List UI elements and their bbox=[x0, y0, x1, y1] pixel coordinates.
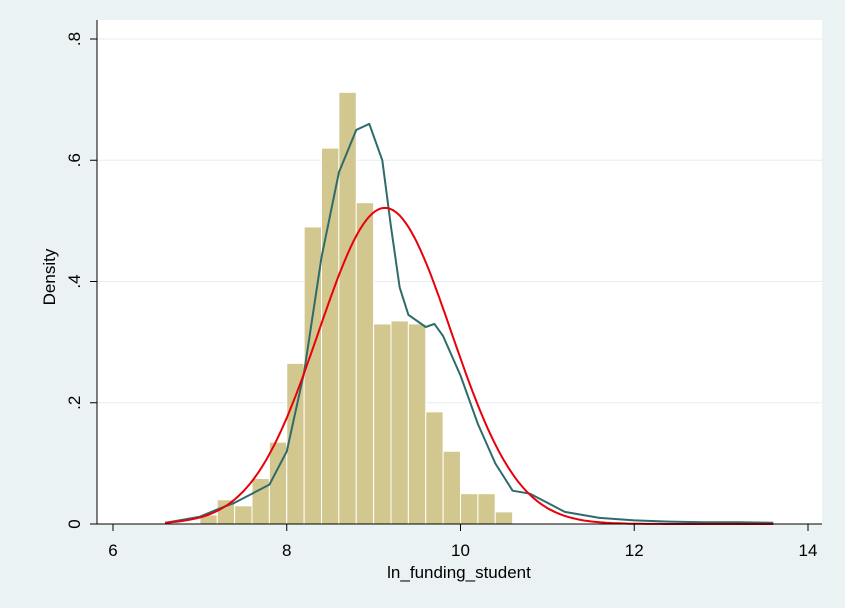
y-tick-label-4: .8 bbox=[65, 32, 84, 46]
x-ticks: 6 8 10 12 14 bbox=[108, 524, 817, 560]
kernel-density-line bbox=[164, 122, 774, 524]
histogram-bar-9 bbox=[355, 202, 375, 525]
y-ticks: 0 .2 .4 .6 .8 bbox=[65, 32, 97, 529]
x-tick-label-1: 8 bbox=[282, 541, 291, 560]
histogram-bar-17 bbox=[494, 511, 514, 525]
axes bbox=[96, 20, 822, 525]
histogram-bar-16 bbox=[477, 493, 496, 525]
histogram-bar-8 bbox=[338, 91, 357, 525]
histogram-bar-14 bbox=[442, 450, 461, 525]
y-tick-label-3: .6 bbox=[65, 153, 84, 167]
histogram-bar-15 bbox=[460, 493, 479, 525]
y-tick-label-2: .4 bbox=[65, 274, 84, 288]
x-axis-label: ln_funding_student bbox=[387, 563, 531, 582]
histogram-bar-12 bbox=[407, 323, 427, 525]
histogram-bar-7 bbox=[321, 147, 340, 525]
y-tick-label-0: 0 bbox=[65, 519, 84, 528]
y-axis-label: Density bbox=[40, 248, 59, 305]
x-tick-label-2: 10 bbox=[451, 541, 470, 560]
histogram-bar-13 bbox=[425, 411, 444, 525]
histogram-bars bbox=[199, 91, 514, 525]
y-tick-label-1: .2 bbox=[65, 396, 84, 410]
histogram-bar-2 bbox=[234, 505, 253, 525]
x-tick-label-4: 14 bbox=[799, 541, 818, 560]
histogram-bar-10 bbox=[373, 323, 392, 525]
histogram-bar-11 bbox=[390, 320, 409, 525]
grid-lines bbox=[97, 38, 822, 404]
plot-area-background bbox=[97, 20, 822, 524]
x-tick-label-0: 6 bbox=[108, 541, 117, 560]
x-tick-label-3: 12 bbox=[625, 541, 644, 560]
